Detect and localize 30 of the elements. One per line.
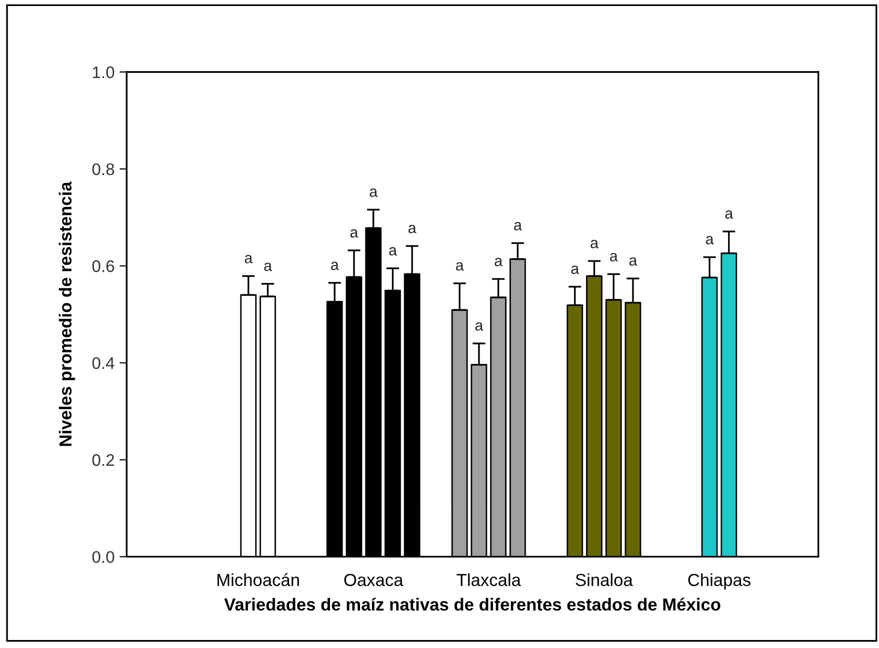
data-label: a [725, 210, 734, 219]
y-axis-title: Niveles promedio de resistencia [58, 182, 76, 446]
y-tick-label: 0.0 [92, 551, 114, 563]
y-tick-label: 0.2 [92, 454, 114, 466]
data-label: a [244, 254, 253, 264]
data-label: a [514, 222, 522, 230]
data-label: a [494, 258, 503, 266]
data-label: a [475, 322, 484, 331]
data-label: a [370, 188, 378, 197]
data-label: a [706, 236, 714, 244]
y-tick-label: 0.6 [92, 260, 114, 272]
data-label: a [610, 253, 618, 262]
x-tick-label: Oaxaca [344, 574, 404, 586]
data-label: a [629, 257, 638, 266]
data-label: a [590, 240, 598, 248]
data-label: a [456, 262, 464, 271]
y-tick-label: 0.8 [92, 163, 114, 176]
data-label: a [389, 247, 397, 256]
x-tick-label: Chiapas [688, 573, 750, 590]
x-tick-label: Tlaxcala [456, 573, 521, 586]
data-label: a [408, 224, 416, 234]
data-label: a [350, 229, 358, 238]
x-tick-label: Michoacán [218, 573, 299, 586]
y-tick-label: 0.4 [92, 357, 114, 370]
data-label: a [571, 266, 580, 274]
data-label: a [264, 262, 272, 272]
y-tick-label: 1.0 [92, 66, 114, 78]
x-tick-label: Sinaloa [576, 573, 633, 586]
data-label: a [331, 262, 339, 270]
x-axis-title: Variedades de maíz nativas de diferentes estados de México [224, 598, 720, 611]
